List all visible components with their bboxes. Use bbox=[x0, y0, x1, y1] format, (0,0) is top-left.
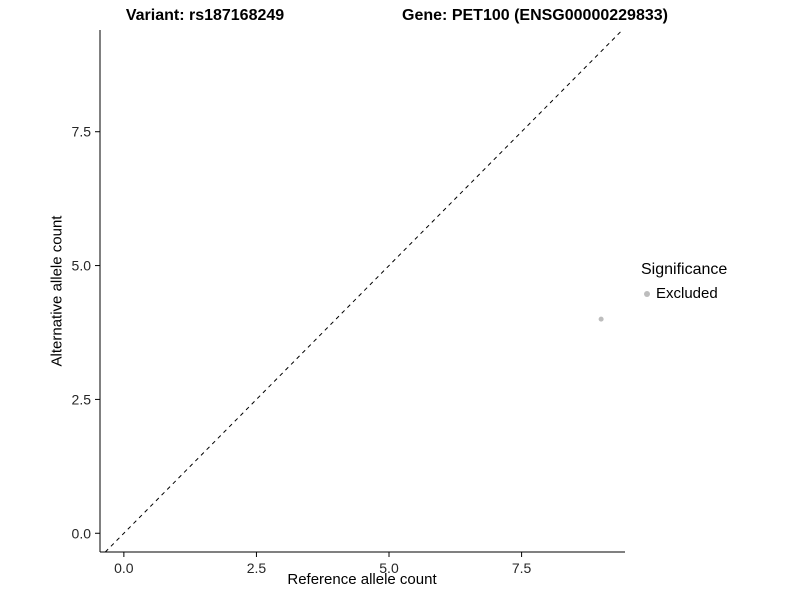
x-tick-label: 5.0 bbox=[379, 560, 399, 576]
plot-title-gene: Gene: PET100 (ENSG00000229833) bbox=[402, 7, 668, 24]
legend-title: Significance bbox=[641, 261, 728, 278]
y-tick-label: 0.0 bbox=[72, 525, 92, 541]
legend: Significance Excluded bbox=[641, 261, 727, 302]
plot-title-variant: Variant: rs187168249 bbox=[125, 7, 285, 24]
x-axis-label: Reference allele count bbox=[287, 571, 437, 588]
y-tick-label: 7.5 bbox=[72, 124, 92, 140]
identity-reference-line bbox=[104, 29, 623, 553]
y-axis-label: Alternative allele count bbox=[48, 215, 66, 367]
x-tick-label: 2.5 bbox=[247, 560, 267, 576]
legend-entry-label: Excluded bbox=[656, 285, 718, 302]
x-tick-label: 0.0 bbox=[114, 560, 134, 576]
y-tick-label: 2.5 bbox=[72, 391, 92, 407]
legend-entry: Excluded bbox=[641, 285, 727, 302]
legend-key-dot bbox=[644, 290, 650, 297]
data-point bbox=[598, 316, 604, 322]
x-tick-label: 7.5 bbox=[512, 560, 532, 576]
y-tick-label: 5.0 bbox=[72, 258, 92, 274]
